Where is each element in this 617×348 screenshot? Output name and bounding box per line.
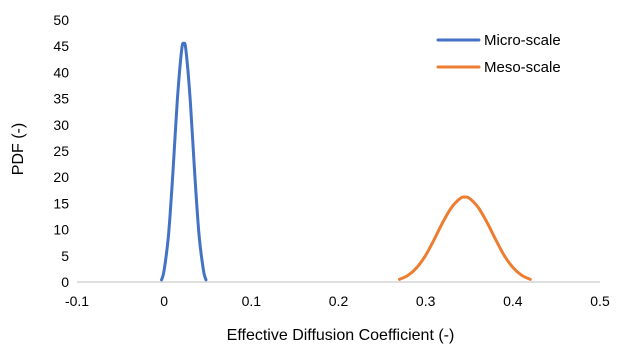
x-tick-label: 0.4 [503, 293, 523, 309]
series-layer [160, 41, 532, 282]
y-tick-label: 0 [61, 274, 69, 290]
y-tick-label: 50 [53, 12, 69, 28]
x-tick-label: 0.1 [242, 293, 262, 309]
y-tick-label: 5 [61, 248, 69, 264]
y-tick-label: 20 [53, 169, 69, 185]
y-tick-label: 40 [53, 64, 69, 80]
x-tick-label: 0.3 [416, 293, 436, 309]
x-tick-label: -0.1 [65, 293, 89, 309]
series-line-meso-scale [398, 195, 532, 281]
x-tick-label: 0.2 [329, 293, 349, 309]
legend: Micro-scale Meso-scale [436, 32, 561, 76]
x-tick-label: 0.5 [590, 293, 610, 309]
x-axis-title: Effective Diffusion Coefficient (-) [227, 327, 455, 344]
y-axis-tick-labels: 0 5 10 15 20 25 30 35 40 45 50 [53, 12, 69, 290]
series-line-micro-scale [160, 41, 208, 282]
y-tick-label: 15 [53, 195, 69, 211]
y-tick-label: 35 [53, 91, 69, 107]
x-axis-tick-labels: -0.1 0 0.1 0.2 0.3 0.4 0.5 [65, 293, 610, 309]
y-axis-title: PDF (-) [10, 123, 27, 175]
y-tick-label: 25 [53, 143, 69, 159]
legend-label-meso-scale: Meso-scale [484, 59, 561, 76]
y-tick-label: 30 [53, 117, 69, 133]
y-tick-label: 45 [53, 38, 69, 54]
x-tick-label: 0 [160, 293, 168, 309]
y-tick-label: 10 [53, 222, 69, 238]
legend-label-micro-scale: Micro-scale [484, 32, 561, 49]
